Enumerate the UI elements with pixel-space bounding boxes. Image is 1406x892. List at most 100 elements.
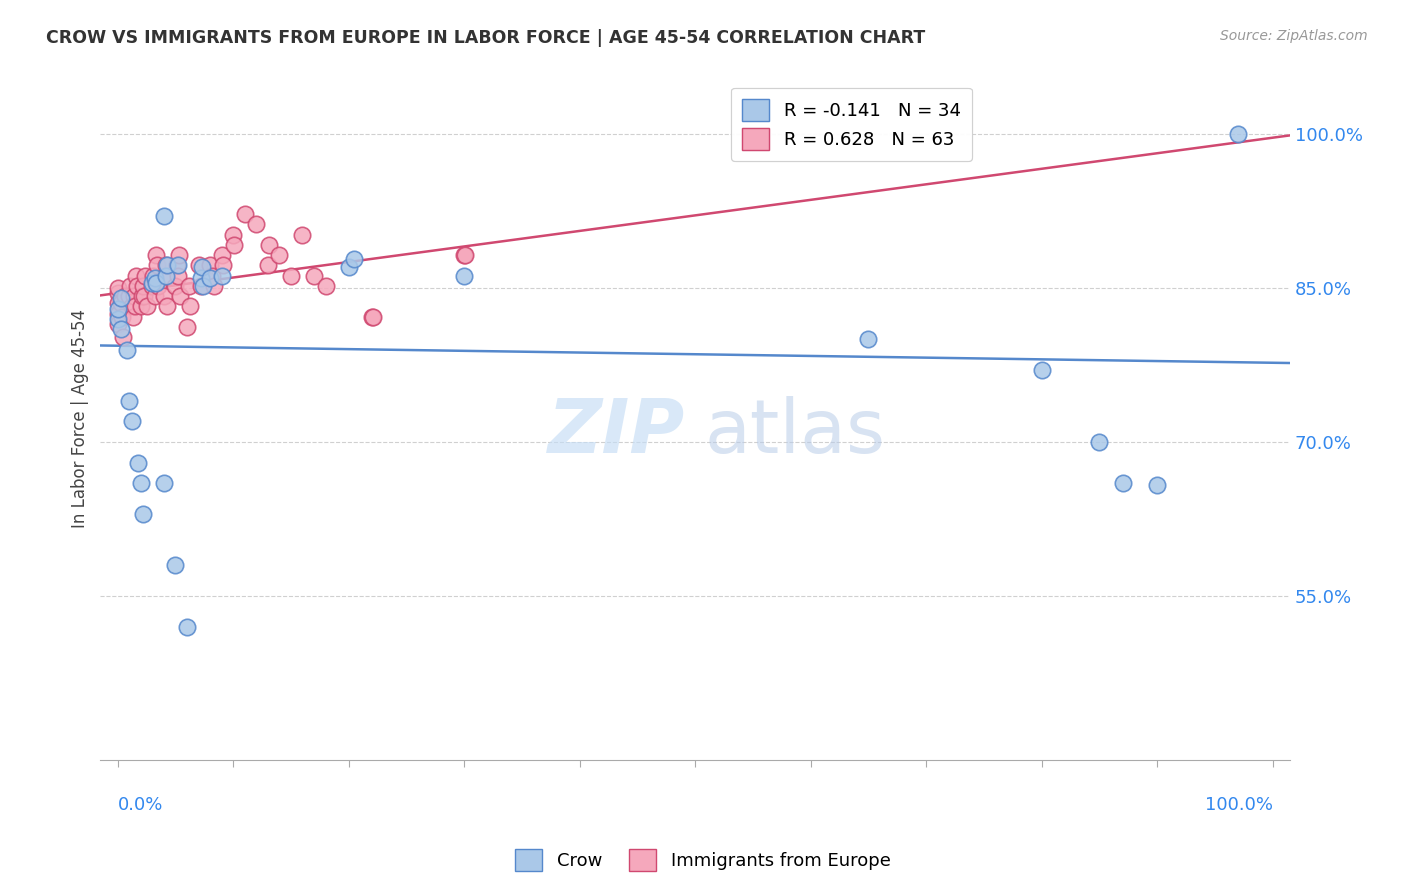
Point — [337, 260, 360, 275]
Legend: Crow, Immigrants from Europe: Crow, Immigrants from Europe — [508, 842, 898, 879]
Point — [146, 259, 169, 273]
Point — [107, 301, 129, 316]
Point — [131, 289, 153, 303]
Point — [107, 307, 129, 321]
Legend: R = -0.141   N = 34, R = 0.628   N = 63: R = -0.141 N = 34, R = 0.628 N = 63 — [731, 87, 972, 161]
Point — [115, 343, 138, 357]
Point — [198, 259, 221, 273]
Y-axis label: In Labor Force | Age 45-54: In Labor Force | Age 45-54 — [72, 310, 89, 528]
Point — [143, 270, 166, 285]
Point — [211, 248, 233, 262]
Point — [124, 300, 146, 314]
Point — [858, 332, 880, 346]
Point — [141, 276, 163, 290]
Point — [125, 268, 148, 283]
Point — [245, 217, 267, 231]
Point — [107, 317, 129, 331]
Point — [453, 268, 475, 283]
Point — [176, 620, 198, 634]
Point — [291, 227, 314, 242]
Point — [155, 259, 177, 273]
Text: ZIP: ZIP — [548, 396, 686, 469]
Point — [1088, 435, 1111, 450]
Point — [145, 248, 167, 262]
Point — [280, 268, 302, 283]
Point — [153, 268, 176, 283]
Point — [107, 296, 129, 310]
Point — [198, 270, 221, 285]
Point — [146, 279, 169, 293]
Point — [156, 300, 179, 314]
Point — [118, 393, 141, 408]
Point — [179, 300, 201, 314]
Point — [190, 279, 212, 293]
Point — [166, 268, 188, 283]
Point — [202, 279, 225, 293]
Point — [343, 252, 366, 267]
Text: 100.0%: 100.0% — [1205, 797, 1272, 814]
Point — [166, 259, 188, 273]
Point — [135, 300, 157, 314]
Point — [315, 279, 337, 293]
Point — [187, 259, 209, 273]
Point — [110, 291, 132, 305]
Point — [360, 310, 382, 324]
Point — [165, 279, 187, 293]
Point — [167, 248, 190, 262]
Point — [201, 268, 224, 283]
Point — [112, 330, 135, 344]
Point — [191, 279, 214, 293]
Point — [107, 311, 129, 326]
Point — [257, 237, 280, 252]
Point — [120, 279, 142, 293]
Point — [121, 415, 143, 429]
Point — [302, 268, 325, 283]
Text: 0.0%: 0.0% — [118, 797, 163, 814]
Point — [121, 300, 143, 314]
Point — [176, 320, 198, 334]
Point — [107, 286, 129, 301]
Point — [454, 248, 477, 262]
Point — [256, 259, 278, 273]
Point — [224, 237, 246, 252]
Point — [132, 507, 155, 521]
Point — [211, 268, 233, 283]
Point — [121, 310, 143, 324]
Point — [129, 300, 152, 314]
Point — [211, 259, 233, 273]
Point — [127, 279, 149, 293]
Point — [110, 322, 132, 336]
Point — [153, 209, 176, 223]
Point — [142, 268, 165, 283]
Point — [1031, 363, 1053, 377]
Point — [453, 248, 475, 262]
Point — [132, 279, 155, 293]
Point — [114, 289, 136, 303]
Point — [191, 260, 214, 275]
Point — [179, 279, 201, 293]
Point — [153, 289, 176, 303]
Point — [107, 281, 129, 295]
Point — [143, 289, 166, 303]
Point — [156, 259, 179, 273]
Point — [222, 227, 245, 242]
Point — [111, 310, 134, 324]
Text: Source: ZipAtlas.com: Source: ZipAtlas.com — [1220, 29, 1368, 44]
Point — [1227, 127, 1250, 141]
Point — [129, 476, 152, 491]
Point — [361, 310, 384, 324]
Point — [141, 279, 163, 293]
Point — [269, 248, 291, 262]
Text: CROW VS IMMIGRANTS FROM EUROPE IN LABOR FORCE | AGE 45-54 CORRELATION CHART: CROW VS IMMIGRANTS FROM EUROPE IN LABOR … — [46, 29, 925, 47]
Point — [155, 268, 177, 283]
Point — [1146, 478, 1168, 492]
Point — [233, 207, 256, 221]
Point — [166, 259, 188, 273]
Point — [165, 558, 187, 573]
Point — [190, 270, 212, 285]
Point — [169, 289, 191, 303]
Point — [122, 289, 145, 303]
Point — [118, 289, 141, 303]
Point — [145, 276, 167, 290]
Point — [153, 476, 176, 491]
